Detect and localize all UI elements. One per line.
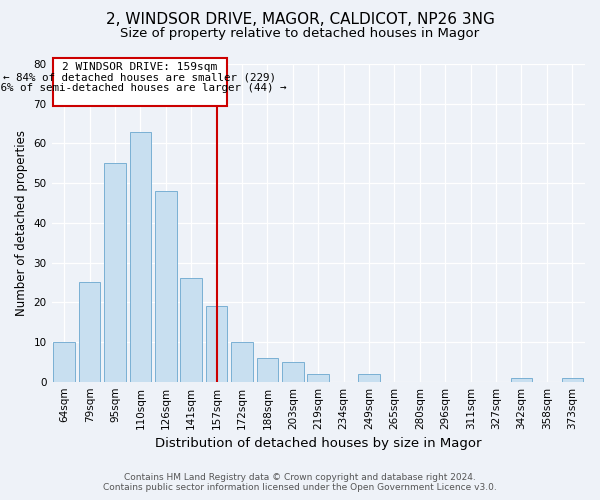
Bar (53, 58, 227, 106)
X-axis label: Distribution of detached houses by size in Magor: Distribution of detached houses by size … (155, 437, 482, 450)
Bar (79, 282, 100, 382)
Text: Contains HM Land Registry data © Crown copyright and database right 2024.
Contai: Contains HM Land Registry data © Crown c… (103, 473, 497, 492)
Text: 2, WINDSOR DRIVE, MAGOR, CALDICOT, NP26 3NG: 2, WINDSOR DRIVE, MAGOR, CALDICOT, NP26 … (106, 12, 494, 28)
Bar (155, 191, 176, 382)
Y-axis label: Number of detached properties: Number of detached properties (15, 130, 28, 316)
Bar (282, 362, 304, 382)
Bar (206, 306, 227, 382)
Bar (358, 374, 380, 382)
Text: Size of property relative to detached houses in Magor: Size of property relative to detached ho… (121, 28, 479, 40)
Text: 16% of semi-detached houses are larger (44) →: 16% of semi-detached houses are larger (… (0, 83, 286, 93)
Bar (257, 358, 278, 382)
Bar (231, 342, 253, 382)
Text: ← 84% of detached houses are smaller (229): ← 84% of detached houses are smaller (22… (4, 72, 277, 83)
Text: 2 WINDSOR DRIVE: 159sqm: 2 WINDSOR DRIVE: 159sqm (62, 62, 217, 72)
Bar (130, 132, 151, 382)
Bar (53, 342, 75, 382)
Bar (181, 278, 202, 382)
Bar (307, 374, 329, 382)
Bar (511, 378, 532, 382)
Bar (104, 164, 126, 382)
Bar (562, 378, 583, 382)
